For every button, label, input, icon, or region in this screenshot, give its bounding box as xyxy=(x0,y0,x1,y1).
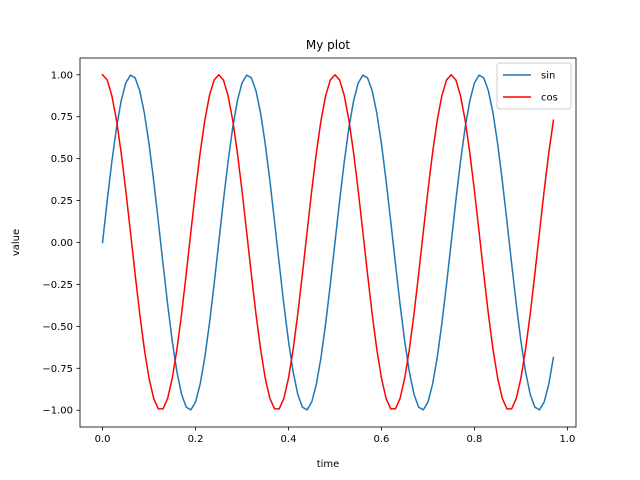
y-axis-label: value xyxy=(11,229,22,256)
y-tick-label: 0.25 xyxy=(51,196,73,207)
y-axis-ticks: −1.00 −0.75 −0.50 −0.25 0.00 0.25 0.50 0.75 1.00 xyxy=(42,70,80,417)
x-tick-label: 0.2 xyxy=(188,434,204,445)
x-tick-label: 0.6 xyxy=(374,434,390,445)
y-tick-label: −0.75 xyxy=(42,364,73,375)
legend: sin cos xyxy=(496,62,572,110)
x-tick-label: 0.4 xyxy=(281,434,297,445)
y-tick-label: −0.50 xyxy=(42,322,73,333)
x-axis-label: time xyxy=(317,459,340,470)
y-tick-label: −1.00 xyxy=(42,406,73,417)
x-tick-label: 1.0 xyxy=(559,434,575,445)
y-tick-label: 0.50 xyxy=(51,154,73,165)
y-tick-label: 0.75 xyxy=(51,112,73,123)
chart-title: My plot xyxy=(306,38,351,52)
series-line-sin xyxy=(101,74,555,411)
series-line-cos xyxy=(101,73,555,410)
x-tick-label: 0.0 xyxy=(95,434,111,445)
x-axis-ticks: 0.0 0.2 0.4 0.6 0.8 1.0 xyxy=(95,427,575,445)
series-layer xyxy=(101,73,555,411)
legend-box xyxy=(496,62,572,110)
legend-label-cos: cos xyxy=(541,93,558,104)
y-tick-label: 1.00 xyxy=(51,70,73,81)
y-tick-label: −0.25 xyxy=(42,280,73,291)
y-tick-label: 0.00 xyxy=(51,238,73,249)
legend-label-sin: sin xyxy=(541,71,555,82)
x-tick-label: 0.8 xyxy=(466,434,482,445)
